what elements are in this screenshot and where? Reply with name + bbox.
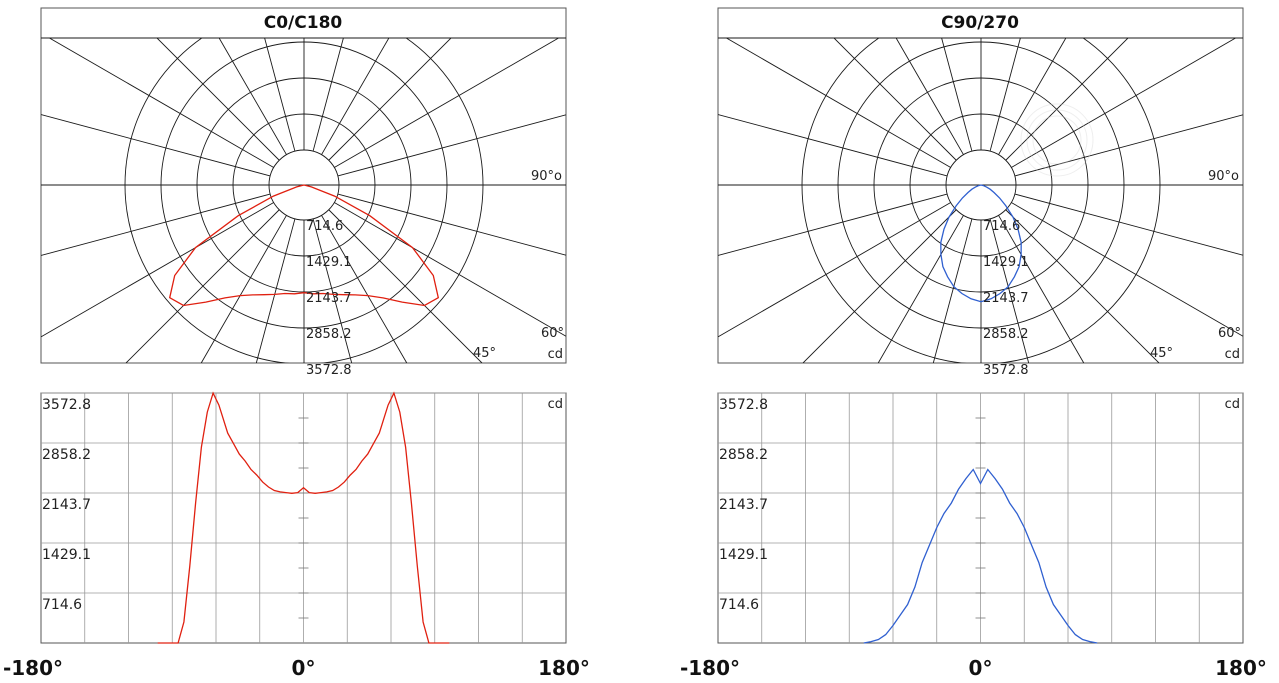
polar-spoke xyxy=(932,218,973,363)
polar-chart-c90-270: C90/270 714.6 1429.1 2143.7 2858.2 3572.8 90°… xyxy=(717,7,1244,378)
polar-unit-label: cd xyxy=(1225,347,1240,362)
polar-curve xyxy=(168,184,440,307)
polar-spoke xyxy=(334,202,566,337)
linear-x-tick-label: 0° xyxy=(969,656,993,680)
linear-chart-right: 3572.8 2858.2 2143.7 1429.1 714.6 cd -180° 0° 18… xyxy=(680,392,1267,680)
polar-radial-tick-label: 3572.8 xyxy=(983,363,1029,378)
linear-x-tick-label: -180° xyxy=(680,656,740,680)
registered-watermark-icon xyxy=(1020,103,1094,177)
polar-spoke xyxy=(998,215,1085,363)
polar-angle-label: 90°o xyxy=(1208,169,1239,184)
polar-spoke xyxy=(989,38,1021,152)
polar-spoke xyxy=(833,38,957,161)
polar-radial-tick-label: 2858.2 xyxy=(983,327,1029,342)
linear-x-tick-label: 180° xyxy=(538,656,590,680)
polar-spoke xyxy=(941,38,973,152)
polar-radial-tick-label: 714.6 xyxy=(306,219,343,234)
linear-y-tick-label: 2143.7 xyxy=(42,497,91,513)
polar-radial-tick-label: 2143.7 xyxy=(306,291,352,306)
polar-radial-tick-label: 1429.1 xyxy=(306,255,352,270)
linear-unit-label: cd xyxy=(548,397,563,412)
polar-spoke xyxy=(49,38,274,168)
polar-radial-tick-label: 2143.7 xyxy=(983,291,1029,306)
polar-spoke xyxy=(321,38,390,155)
linear-x-tick-label: 0° xyxy=(292,656,316,680)
polar-angle-label: 45° xyxy=(1150,346,1173,361)
linear-chart-left: 3572.8 2858.2 2143.7 1429.1 714.6 cd -180° 0° 18… xyxy=(3,391,590,680)
polar-title-c0-c180: C0/C180 xyxy=(264,13,343,33)
polar-chart-c0-c180: C0/C180 714.6 1429.1 2143.7 2858.2 3572.8 90°… xyxy=(40,7,567,378)
linear-y-tick-label: 1429.1 xyxy=(42,547,91,563)
linear-y-tick-label: 2858.2 xyxy=(719,447,768,463)
polar-curve xyxy=(940,184,1022,303)
polar-spoke xyxy=(255,218,296,363)
polar-spoke xyxy=(41,114,271,177)
linear-y-tick-label: 2143.7 xyxy=(719,497,768,513)
linear-curve xyxy=(863,468,1098,644)
polar-spoke xyxy=(337,193,566,256)
linear-y-tick-label: 3572.8 xyxy=(42,397,91,413)
polar-spoke xyxy=(1011,38,1236,168)
linear-y-tick-label: 1429.1 xyxy=(719,547,768,563)
polar-spoke xyxy=(726,38,951,168)
polar-spoke xyxy=(328,38,452,161)
polar-spoke xyxy=(218,38,287,155)
polar-spoke xyxy=(718,202,951,338)
polar-angle-label: 60° xyxy=(541,326,564,341)
polar-angle-label: 90°o xyxy=(531,169,562,184)
polar-spoke xyxy=(877,215,964,363)
polar-spoke xyxy=(312,218,353,363)
polar-angle-label: 45° xyxy=(473,346,496,361)
polar-spoke xyxy=(334,38,559,168)
linear-y-tick-label: 714.6 xyxy=(719,597,759,613)
linear-curve xyxy=(157,391,450,644)
polar-spoke xyxy=(998,38,1067,155)
polar-spoke xyxy=(1005,38,1129,161)
polar-spoke xyxy=(989,218,1030,363)
polar-radial-tick-label: 1429.1 xyxy=(983,255,1029,270)
polar-spoke xyxy=(156,38,280,161)
polar-spoke xyxy=(321,215,408,363)
linear-x-tick-label: 180° xyxy=(1215,656,1267,680)
polar-unit-label: cd xyxy=(548,347,563,362)
polar-spoke xyxy=(1014,193,1243,256)
linear-y-tick-label: 3572.8 xyxy=(719,397,768,413)
polar-spoke xyxy=(1011,202,1243,337)
polar-spoke xyxy=(1005,209,1160,363)
polar-angle-label: 60° xyxy=(1218,326,1241,341)
linear-x-tick-label: -180° xyxy=(3,656,63,680)
polar-spoke xyxy=(41,193,271,256)
polar-spoke xyxy=(718,193,948,256)
polar-spoke xyxy=(1014,114,1243,177)
polar-radial-tick-label: 714.6 xyxy=(983,219,1020,234)
polar-spoke xyxy=(337,114,566,177)
polar-spoke xyxy=(264,38,296,152)
linear-y-tick-label: 2858.2 xyxy=(42,447,91,463)
polar-spoke xyxy=(802,209,957,363)
polar-spoke xyxy=(895,38,964,155)
linear-y-tick-label: 714.6 xyxy=(42,597,82,613)
polar-spoke xyxy=(41,202,274,338)
polar-spoke xyxy=(328,209,483,363)
polar-title-c90-270: C90/270 xyxy=(941,13,1019,33)
polar-radial-tick-label: 2858.2 xyxy=(306,327,352,342)
polar-radial-tick-label: 3572.8 xyxy=(306,363,352,378)
polar-spoke xyxy=(200,215,287,363)
linear-unit-label: cd xyxy=(1225,397,1240,412)
polar-spoke xyxy=(312,38,344,152)
polar-spoke xyxy=(125,209,280,363)
polar-spoke xyxy=(718,114,948,177)
